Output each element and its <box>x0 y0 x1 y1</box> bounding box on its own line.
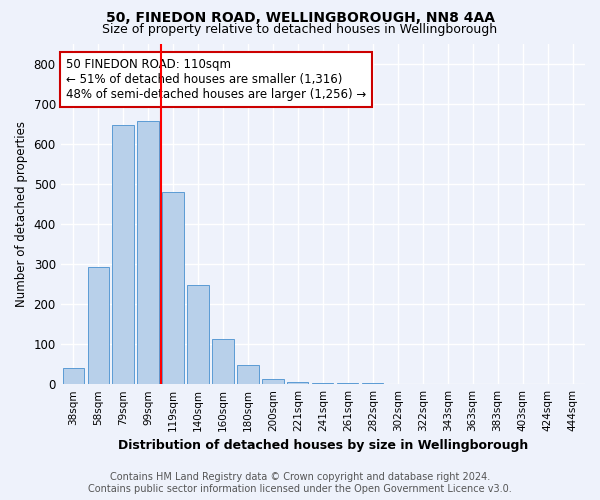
Bar <box>137 121 158 384</box>
Y-axis label: Number of detached properties: Number of detached properties <box>15 121 28 307</box>
Bar <box>212 339 233 384</box>
Bar <box>187 285 209 384</box>
Text: 50, FINEDON ROAD, WELLINGBOROUGH, NN8 4AA: 50, FINEDON ROAD, WELLINGBOROUGH, NN8 4A… <box>106 11 494 25</box>
Bar <box>262 380 284 384</box>
Text: Contains HM Land Registry data © Crown copyright and database right 2024.
Contai: Contains HM Land Registry data © Crown c… <box>88 472 512 494</box>
Text: 50 FINEDON ROAD: 110sqm
← 51% of detached houses are smaller (1,316)
48% of semi: 50 FINEDON ROAD: 110sqm ← 51% of detache… <box>66 58 366 100</box>
Text: Size of property relative to detached houses in Wellingborough: Size of property relative to detached ho… <box>103 22 497 36</box>
Bar <box>312 383 334 384</box>
Bar <box>163 192 184 384</box>
Bar <box>112 125 134 384</box>
Bar <box>238 366 259 384</box>
Bar <box>287 382 308 384</box>
Bar <box>62 368 84 384</box>
Bar <box>88 267 109 384</box>
X-axis label: Distribution of detached houses by size in Wellingborough: Distribution of detached houses by size … <box>118 440 528 452</box>
